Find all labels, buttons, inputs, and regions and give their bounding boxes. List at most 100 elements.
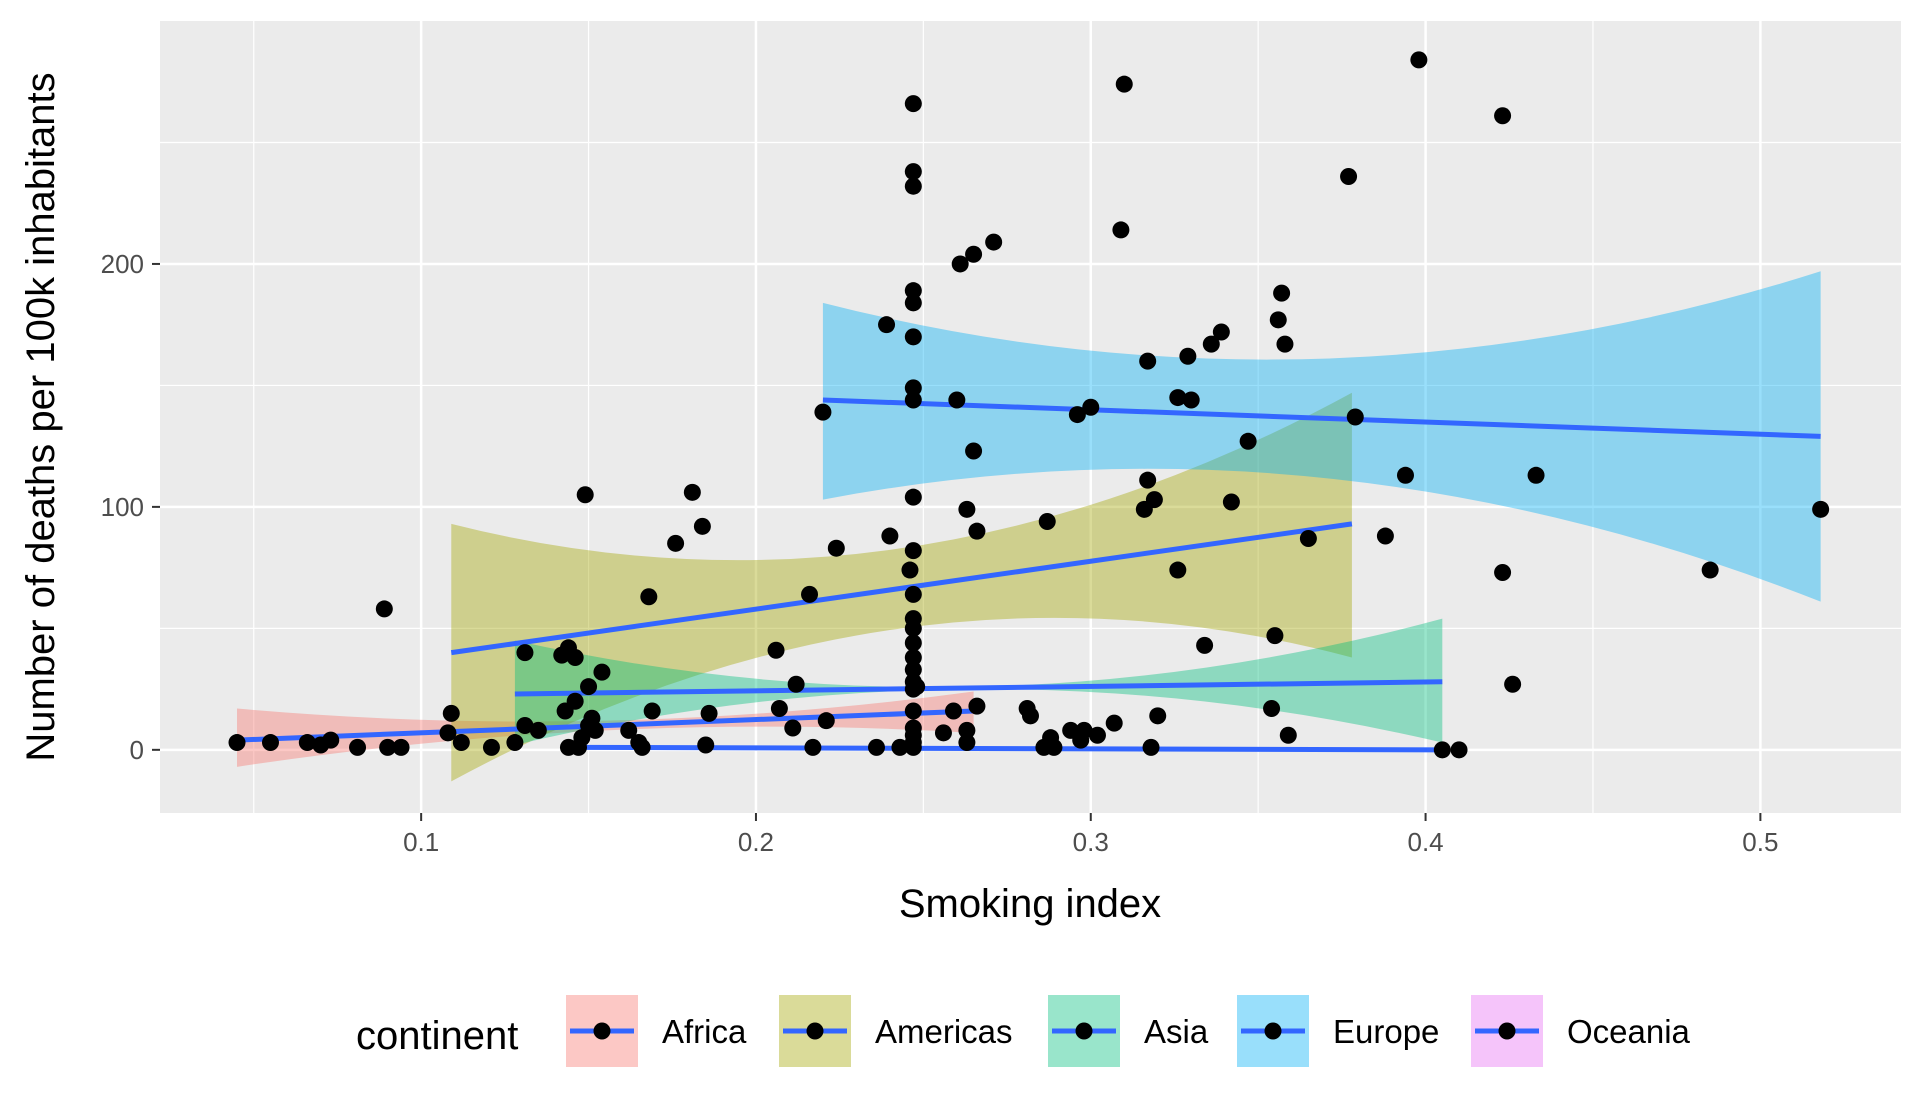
data-point xyxy=(904,328,922,346)
data-point xyxy=(1812,500,1830,518)
data-point xyxy=(965,442,983,460)
data-point xyxy=(228,734,246,752)
data-point xyxy=(904,163,922,181)
x-tick-label: 0.2 xyxy=(738,827,774,857)
data-point xyxy=(904,95,922,113)
confidence-band-africa xyxy=(237,691,974,767)
legend-label-americas: Americas xyxy=(875,1013,1013,1050)
data-point xyxy=(349,738,367,756)
data-point xyxy=(392,738,410,756)
data-point xyxy=(770,700,788,718)
fit-line-europe-low xyxy=(581,744,1443,753)
y-tick-label: 100 xyxy=(101,492,144,522)
data-point xyxy=(1115,75,1133,93)
data-point xyxy=(1494,563,1512,581)
data-point xyxy=(958,500,976,518)
data-point xyxy=(904,282,922,300)
data-point xyxy=(1433,741,1451,759)
data-point xyxy=(593,663,611,681)
data-point xyxy=(633,738,651,756)
fit-line-asia xyxy=(514,679,1443,697)
data-point xyxy=(1266,627,1284,645)
fit-line-americas xyxy=(450,521,1353,656)
data-point xyxy=(298,734,316,752)
data-point xyxy=(968,522,986,540)
data-point xyxy=(1494,107,1512,125)
data-point xyxy=(576,486,594,504)
legend-title: continent xyxy=(356,1014,518,1058)
data-point xyxy=(580,678,598,696)
legend-key-point xyxy=(1264,1022,1282,1040)
fit-line-africa xyxy=(236,708,974,743)
data-point xyxy=(948,391,966,409)
x-tick-label: 0.4 xyxy=(1407,827,1443,857)
y-tick-label: 0 xyxy=(130,735,144,765)
legend-label-africa: Africa xyxy=(662,1013,747,1050)
y-tick-label: 200 xyxy=(101,249,144,279)
data-point xyxy=(1196,636,1214,654)
data-point xyxy=(1142,738,1160,756)
data-point xyxy=(1504,675,1522,693)
data-point xyxy=(643,702,661,720)
data-point xyxy=(640,588,658,606)
data-points xyxy=(228,51,1830,759)
fit-lines xyxy=(236,397,1821,753)
data-point xyxy=(1299,529,1317,547)
data-point xyxy=(881,527,899,545)
data-point xyxy=(904,294,922,312)
data-point xyxy=(904,649,922,667)
legend-label-europe: Europe xyxy=(1333,1013,1439,1050)
data-point xyxy=(1139,471,1157,489)
x-axis-title: Smoking index xyxy=(899,882,1161,926)
data-point xyxy=(934,724,952,742)
data-point xyxy=(566,649,584,667)
legend-key-point xyxy=(1498,1022,1516,1040)
data-point xyxy=(904,488,922,506)
data-point xyxy=(482,738,500,756)
grid-minor xyxy=(160,21,1901,813)
data-point xyxy=(867,738,885,756)
data-point xyxy=(697,736,715,754)
x-tick-label: 0.1 xyxy=(403,827,439,857)
data-point xyxy=(784,719,802,737)
data-point xyxy=(827,539,845,557)
data-point xyxy=(901,561,919,579)
data-point xyxy=(904,702,922,720)
data-point xyxy=(817,712,835,730)
data-point xyxy=(908,678,926,696)
data-point xyxy=(1022,707,1039,725)
data-point xyxy=(1263,700,1281,718)
data-point xyxy=(1701,561,1719,579)
legend-key-point xyxy=(1075,1022,1093,1040)
data-point xyxy=(767,641,785,659)
data-point xyxy=(787,675,805,693)
data-point xyxy=(891,738,909,756)
data-point xyxy=(904,619,922,637)
data-point xyxy=(506,734,524,752)
data-point xyxy=(1038,512,1056,530)
data-point xyxy=(804,738,822,756)
data-point xyxy=(452,734,470,752)
x-tick-label: 0.5 xyxy=(1742,827,1778,857)
data-point xyxy=(904,585,922,603)
data-point xyxy=(261,734,279,752)
data-point xyxy=(516,644,534,662)
data-point xyxy=(904,661,922,679)
data-point xyxy=(1149,707,1167,725)
data-point xyxy=(693,517,711,535)
data-point xyxy=(1396,466,1414,484)
data-point xyxy=(566,692,584,710)
legend-key-point xyxy=(806,1022,824,1040)
data-point xyxy=(1075,721,1093,739)
data-point xyxy=(904,738,922,756)
data-point xyxy=(442,704,460,722)
data-point xyxy=(529,721,547,739)
data-point xyxy=(1169,561,1187,579)
plot-panel xyxy=(160,21,1901,813)
data-point xyxy=(375,600,393,618)
data-point xyxy=(322,731,340,749)
data-point xyxy=(667,534,685,552)
data-point xyxy=(1340,167,1358,185)
data-point xyxy=(1068,406,1086,424)
